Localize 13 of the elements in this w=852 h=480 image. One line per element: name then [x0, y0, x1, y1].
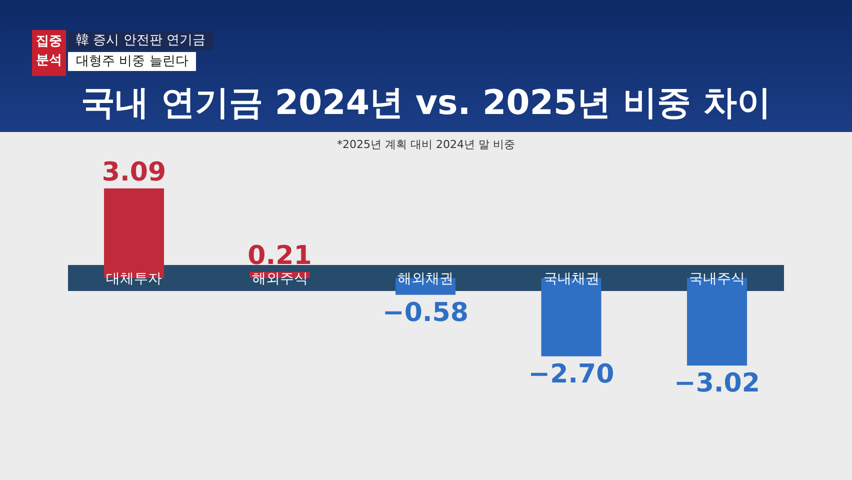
data-label: −3.02 — [674, 368, 760, 399]
data-label: −2.70 — [528, 359, 614, 390]
x-tick-label: 해외채권 — [398, 271, 454, 287]
text: 韓 증시 안전판 연기금 — [68, 31, 214, 50]
chart-subtitle: *2025년 계획 대비 2024년 말 비중 — [336, 137, 516, 152]
data-label: −0.58 — [382, 298, 468, 328]
text: 대형주 비중 늘린다 — [68, 52, 196, 71]
data-label: 3.09 — [102, 157, 166, 188]
x-tick-label: 국내주식 — [689, 271, 745, 287]
x-tick-label: 국내채권 — [543, 271, 600, 287]
text: 집중분석 — [32, 30, 66, 76]
chart-title: 국내 연기금 2024년 vs. 2025년 비중 차이 — [80, 82, 772, 125]
data-label: 0.21 — [248, 240, 312, 271]
